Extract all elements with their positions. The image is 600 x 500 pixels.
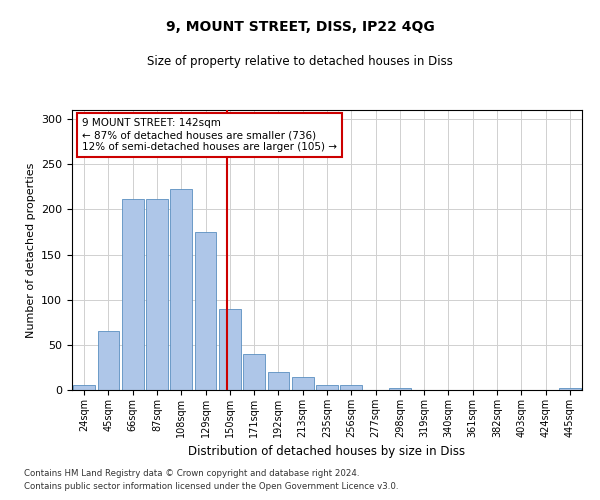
Text: 9 MOUNT STREET: 142sqm
← 87% of detached houses are smaller (736)
12% of semi-de: 9 MOUNT STREET: 142sqm ← 87% of detached… bbox=[82, 118, 337, 152]
Bar bbox=[97, 332, 119, 390]
Bar bbox=[268, 372, 289, 390]
Bar bbox=[194, 232, 217, 390]
Bar bbox=[316, 384, 338, 390]
Bar bbox=[243, 354, 265, 390]
Bar bbox=[73, 386, 95, 390]
Bar bbox=[146, 198, 168, 390]
Text: 9, MOUNT STREET, DISS, IP22 4QG: 9, MOUNT STREET, DISS, IP22 4QG bbox=[166, 20, 434, 34]
Bar bbox=[170, 188, 192, 390]
Text: Contains HM Land Registry data © Crown copyright and database right 2024.: Contains HM Land Registry data © Crown c… bbox=[24, 468, 359, 477]
Bar bbox=[340, 386, 362, 390]
Bar bbox=[122, 198, 143, 390]
Bar bbox=[219, 308, 241, 390]
Bar bbox=[389, 388, 411, 390]
Text: Size of property relative to detached houses in Diss: Size of property relative to detached ho… bbox=[147, 55, 453, 68]
Y-axis label: Number of detached properties: Number of detached properties bbox=[26, 162, 35, 338]
Bar bbox=[292, 378, 314, 390]
Bar bbox=[559, 388, 581, 390]
Text: Contains public sector information licensed under the Open Government Licence v3: Contains public sector information licen… bbox=[24, 482, 398, 491]
X-axis label: Distribution of detached houses by size in Diss: Distribution of detached houses by size … bbox=[188, 446, 466, 458]
